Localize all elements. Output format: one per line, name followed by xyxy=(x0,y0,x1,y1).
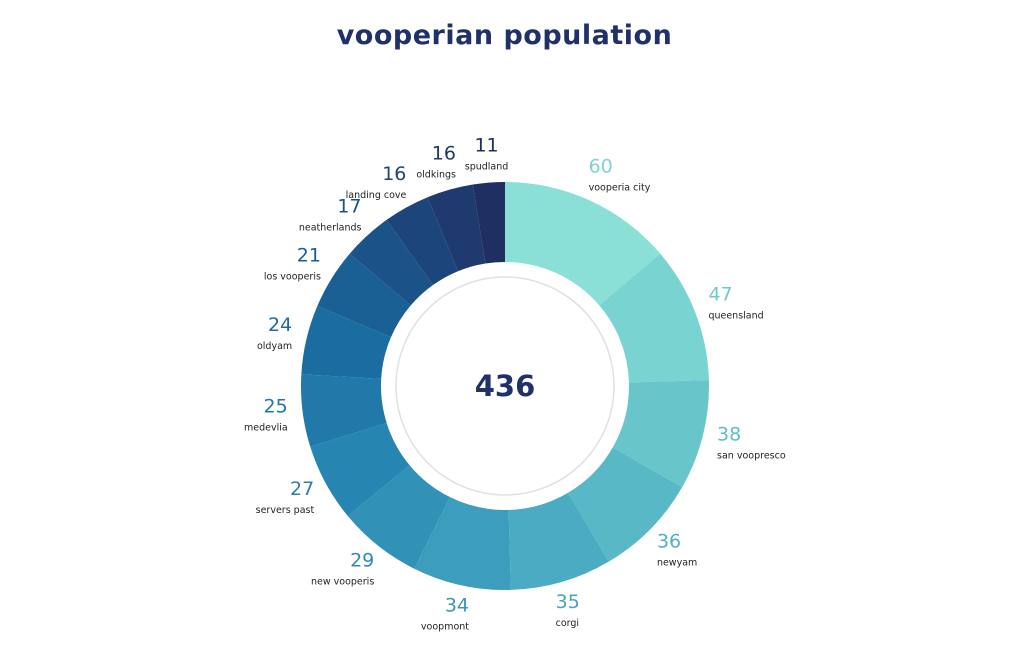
slice-medevlia xyxy=(301,374,387,447)
value-label: 16 xyxy=(382,163,406,185)
slice-oldkings xyxy=(427,184,486,272)
slice-los-vooperis xyxy=(317,253,411,338)
slice-newyam xyxy=(568,447,683,562)
value-label: 34 xyxy=(445,595,469,617)
value-label: 24 xyxy=(268,314,292,336)
slice-voopmont xyxy=(414,497,511,590)
labels-group: 60 vooperia city 47 queensland 38 san voopres… xyxy=(244,135,786,633)
value-label: 11 xyxy=(474,135,498,157)
category-label: newyam xyxy=(657,558,697,569)
category-label: queensland xyxy=(708,310,763,321)
slice-neatherlands xyxy=(349,219,433,306)
category-label: landing cove xyxy=(346,190,407,201)
value-label: 47 xyxy=(708,283,732,305)
value-label: 29 xyxy=(350,550,374,572)
value-label: 60 xyxy=(589,155,613,177)
value-label: 17 xyxy=(337,195,361,217)
slice-new-vooperis xyxy=(347,465,450,569)
category-label: medevlia xyxy=(244,422,288,433)
total-value: 436 xyxy=(475,369,536,403)
chart-title: vooperian population xyxy=(336,20,673,51)
inner-ring xyxy=(395,276,615,496)
category-label: san voopresco xyxy=(717,451,786,462)
category-label: los vooperis xyxy=(264,271,321,282)
category-label: new vooperis xyxy=(311,577,374,588)
value-label: 21 xyxy=(297,244,321,266)
slices-group xyxy=(301,182,709,590)
slice-oldyam xyxy=(301,305,391,379)
category-label: oldyam xyxy=(257,341,292,352)
value-label: 35 xyxy=(556,591,580,613)
category-label: voopmont xyxy=(421,622,469,633)
slice-spudland xyxy=(472,182,505,264)
value-label: 36 xyxy=(657,531,681,553)
category-label: oldkings xyxy=(416,170,456,181)
slice-san-voopresco xyxy=(612,380,709,488)
value-label: 25 xyxy=(264,395,288,417)
category-label: corgi xyxy=(556,618,579,629)
slice-landing-cove xyxy=(386,197,458,286)
category-label: servers past xyxy=(256,505,315,516)
slice-queensland xyxy=(599,253,709,383)
category-label: spudland xyxy=(465,162,509,173)
category-label: vooperia city xyxy=(589,182,651,193)
category-label: neatherlands xyxy=(299,222,362,233)
slice-vooperia-city xyxy=(505,182,661,306)
value-label: 27 xyxy=(290,478,314,500)
slice-servers-past xyxy=(310,422,410,517)
value-label: 16 xyxy=(432,143,456,165)
value-label: 38 xyxy=(717,424,741,446)
slice-corgi xyxy=(508,492,609,590)
